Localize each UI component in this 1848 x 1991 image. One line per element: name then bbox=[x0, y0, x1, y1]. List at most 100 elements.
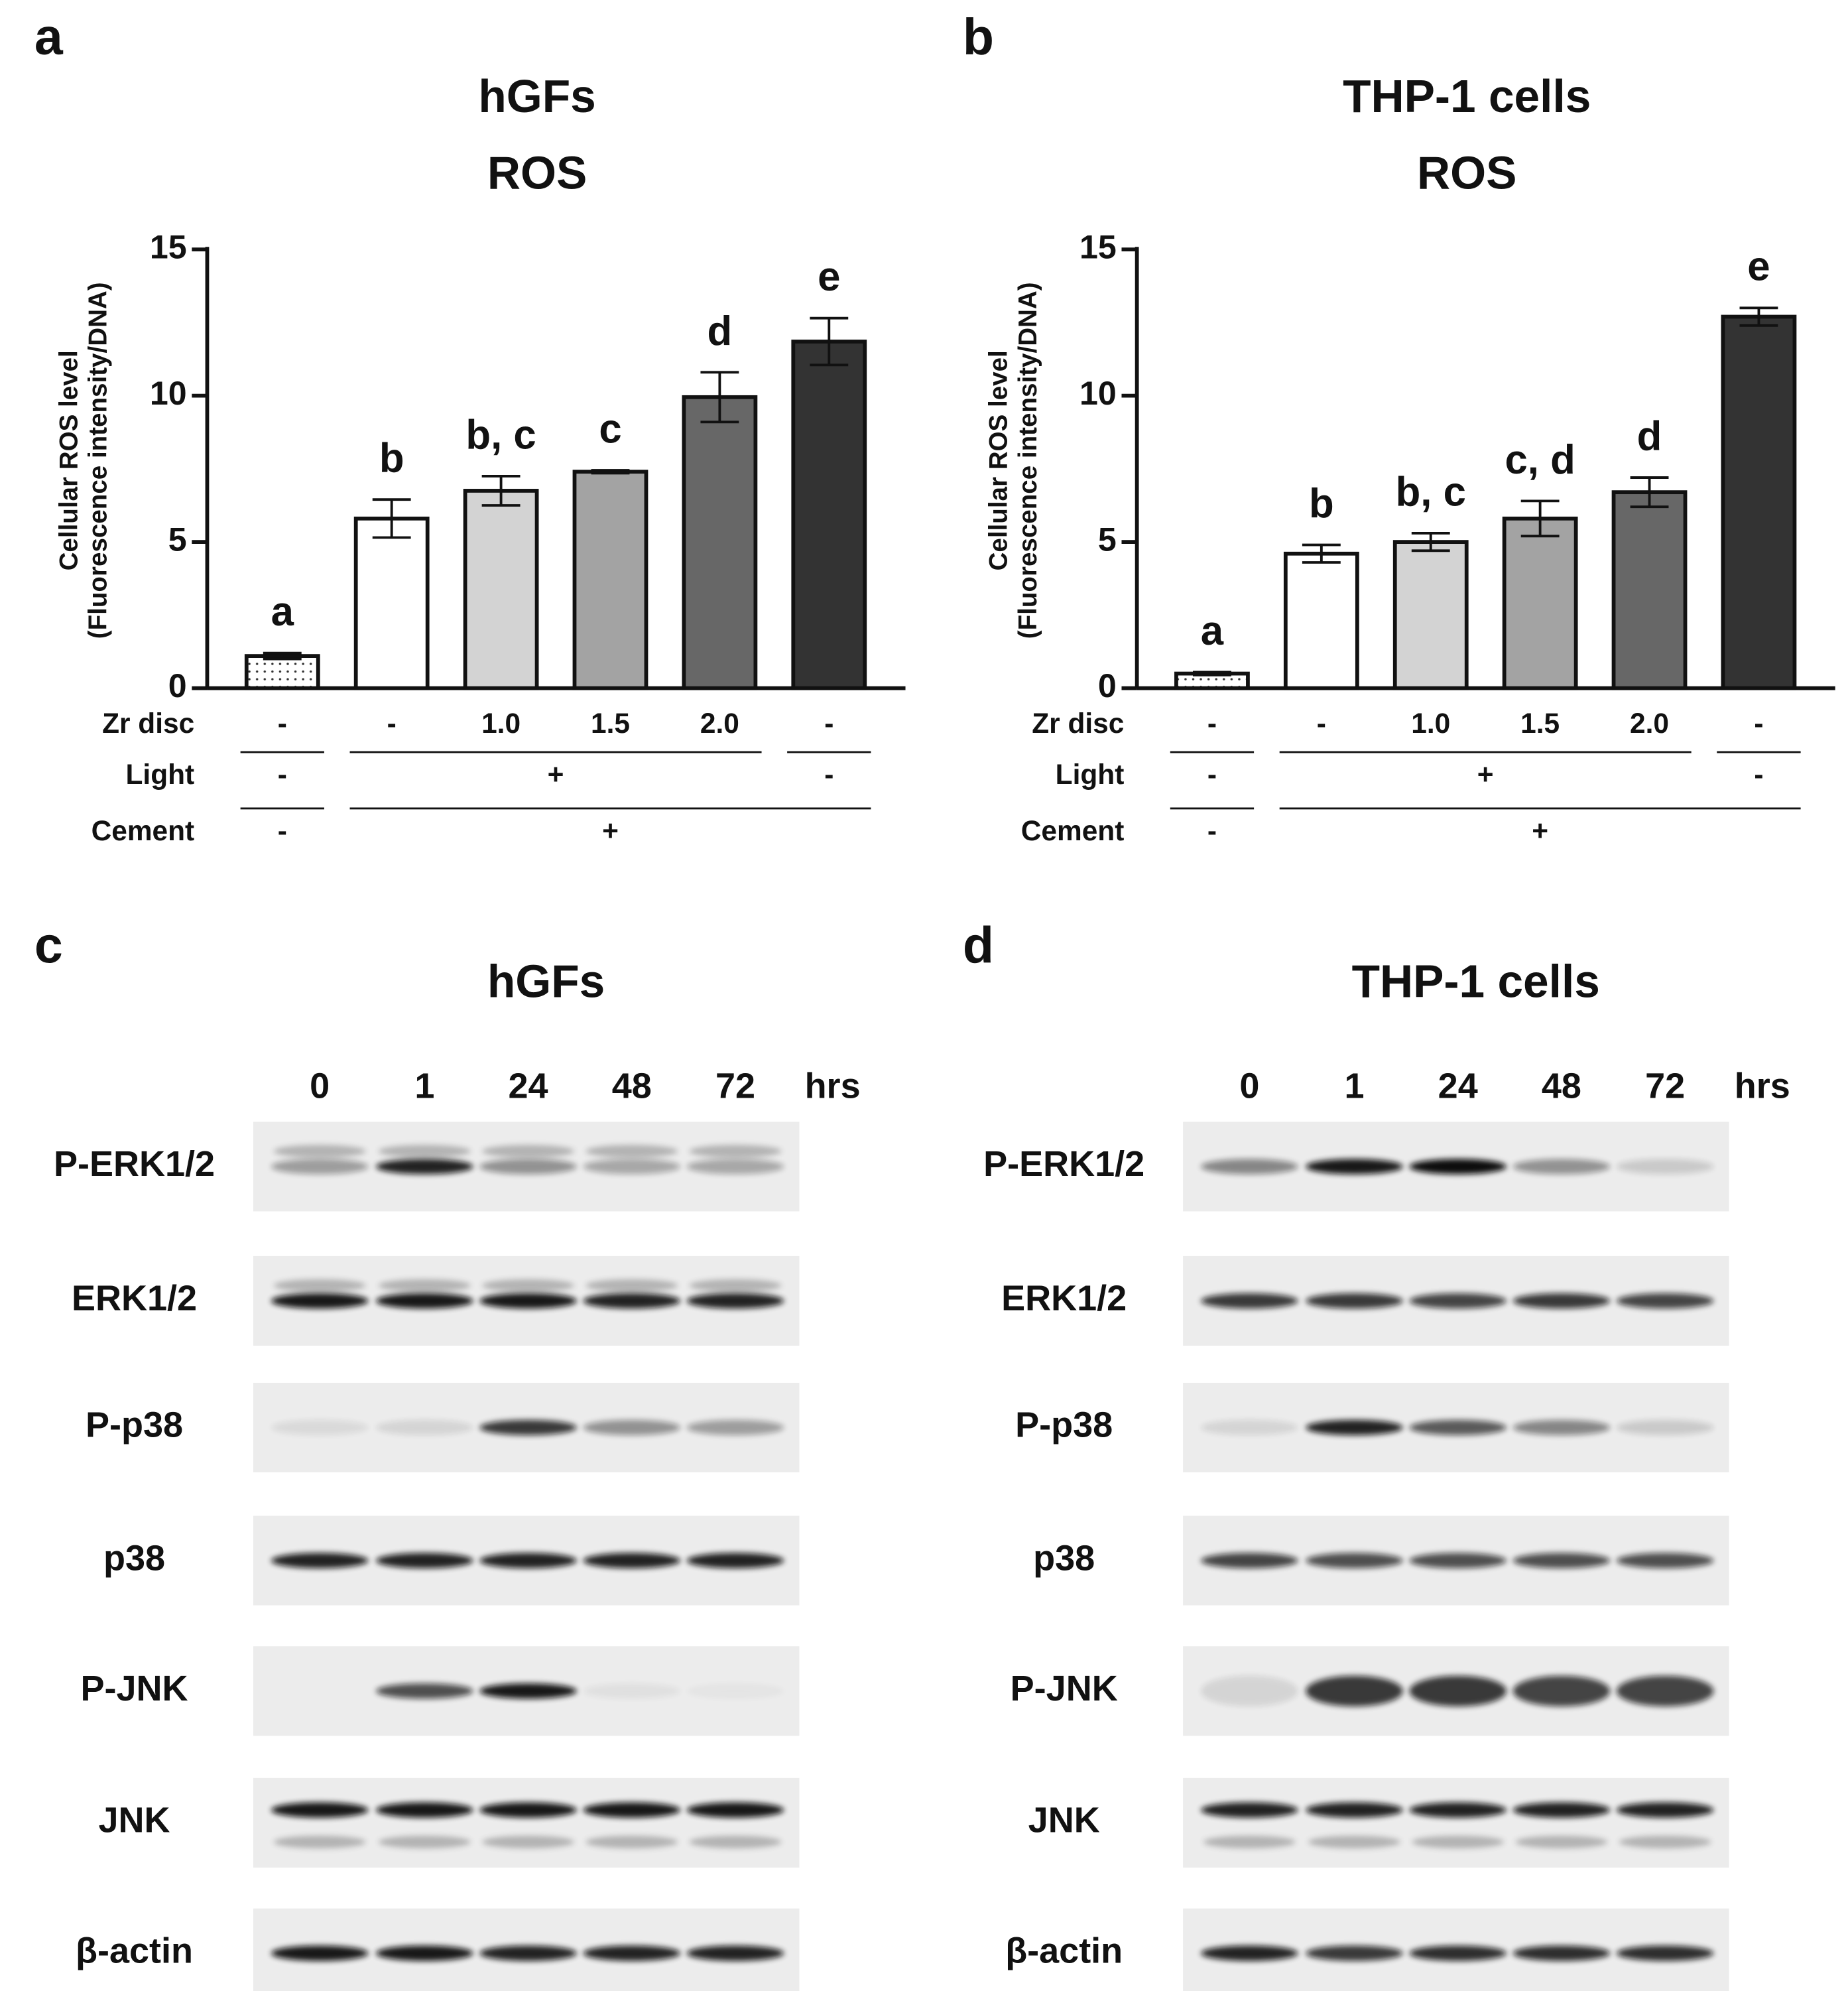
condition-value: - bbox=[1317, 708, 1326, 739]
blot-band bbox=[1515, 1835, 1608, 1848]
lane-label: 72 bbox=[1645, 1066, 1685, 1106]
panel-label: b bbox=[963, 9, 994, 66]
condition-value: + bbox=[548, 759, 564, 790]
y-axis-title: (Fluorescence intensity/DNA) bbox=[1014, 282, 1042, 639]
bar bbox=[353, 516, 430, 690]
chart-title: THP-1 cells bbox=[1343, 70, 1591, 122]
annotation: d bbox=[708, 308, 733, 354]
blot-band bbox=[1412, 1835, 1505, 1848]
condition-value: + bbox=[602, 815, 619, 846]
blot-band bbox=[376, 1802, 473, 1818]
y-tick-label: 5 bbox=[1098, 521, 1117, 558]
lane-label: 0 bbox=[1239, 1066, 1259, 1106]
blot-band bbox=[1306, 1675, 1403, 1706]
blot-band bbox=[1512, 1802, 1611, 1818]
blot-band bbox=[376, 1293, 473, 1309]
annotation: b bbox=[1309, 481, 1334, 527]
blot-band bbox=[686, 1945, 784, 1961]
condition-value: - bbox=[1207, 759, 1217, 790]
condition-value: - bbox=[1207, 708, 1217, 739]
condition-label: Light bbox=[1056, 759, 1125, 790]
blot-band bbox=[583, 1553, 681, 1569]
blot-band bbox=[1512, 1945, 1611, 1961]
blot-band bbox=[689, 1145, 782, 1158]
condition-value: + bbox=[1477, 759, 1494, 790]
protein-label: JNK bbox=[1028, 1801, 1100, 1840]
condition-label: Cement bbox=[1021, 815, 1125, 846]
chart-title: hGFs bbox=[478, 70, 595, 122]
condition-label: Cement bbox=[92, 815, 195, 846]
condition-value: - bbox=[824, 708, 833, 739]
lane-label: 48 bbox=[1542, 1066, 1581, 1106]
protein-label: P-JNK bbox=[1011, 1669, 1118, 1708]
blot-band bbox=[1619, 1835, 1711, 1848]
protein-label: P-ERK1/2 bbox=[54, 1144, 215, 1184]
chart-title: ROS bbox=[487, 147, 587, 199]
blot-band bbox=[583, 1683, 681, 1699]
bar bbox=[682, 395, 758, 690]
blot-band bbox=[479, 1683, 577, 1699]
blot-band bbox=[1409, 1945, 1507, 1961]
lane-unit: hrs bbox=[1735, 1066, 1790, 1106]
lane-label: 24 bbox=[1438, 1066, 1478, 1106]
bar bbox=[244, 654, 320, 690]
annotation: b, c bbox=[1396, 469, 1466, 515]
blot-band bbox=[1512, 1419, 1611, 1435]
bar bbox=[1502, 516, 1578, 690]
blot-band bbox=[1616, 1675, 1714, 1706]
blot-band bbox=[686, 1419, 784, 1435]
blot-band bbox=[1409, 1675, 1507, 1706]
lane-label: 24 bbox=[509, 1066, 548, 1106]
blot-band bbox=[482, 1145, 575, 1158]
blot-band bbox=[1306, 1159, 1403, 1175]
condition-value: 1.5 bbox=[1520, 708, 1560, 739]
y-axis-title: Cellular ROS level bbox=[54, 350, 83, 570]
condition-value: + bbox=[1532, 815, 1548, 846]
blot-band bbox=[376, 1945, 473, 1961]
protein-label: P-p38 bbox=[1015, 1405, 1113, 1445]
bar bbox=[1392, 540, 1469, 690]
y-tick-label: 15 bbox=[1079, 228, 1117, 265]
annotation: a bbox=[271, 589, 294, 635]
lane-label: 72 bbox=[715, 1066, 755, 1106]
blot-band bbox=[1306, 1945, 1403, 1961]
blot-band bbox=[1409, 1159, 1507, 1175]
condition-value: - bbox=[387, 708, 397, 739]
y-tick-label: 10 bbox=[150, 375, 187, 412]
condition-value: - bbox=[278, 815, 287, 846]
blot-band bbox=[689, 1835, 782, 1848]
protein-label: p38 bbox=[103, 1538, 165, 1578]
blot-strip bbox=[1183, 1777, 1729, 1868]
condition-value: 2.0 bbox=[1630, 708, 1669, 739]
protein-label: p38 bbox=[1033, 1538, 1095, 1578]
annotation: a bbox=[1201, 608, 1224, 654]
blot-band bbox=[1203, 1835, 1296, 1848]
protein-label: ERK1/2 bbox=[1001, 1279, 1127, 1318]
blot-band bbox=[1616, 1159, 1714, 1175]
blot-band bbox=[482, 1279, 575, 1292]
protein-label: P-ERK1/2 bbox=[983, 1144, 1144, 1184]
blot-band bbox=[479, 1159, 577, 1175]
blot-band bbox=[686, 1802, 784, 1818]
condition-value: - bbox=[1207, 815, 1217, 846]
blot-band bbox=[479, 1293, 577, 1309]
blot-band bbox=[1409, 1802, 1507, 1818]
lane-label: 1 bbox=[414, 1066, 434, 1106]
condition-label: Light bbox=[126, 759, 195, 790]
blot-band bbox=[1201, 1553, 1298, 1569]
y-tick-label: 0 bbox=[1098, 667, 1117, 704]
annotation: b bbox=[379, 436, 404, 482]
blot-band bbox=[273, 1145, 366, 1158]
panel-label: d bbox=[963, 917, 994, 974]
condition-value: 1.5 bbox=[591, 708, 630, 739]
protein-label: β-actin bbox=[1005, 1931, 1123, 1970]
condition-value: 1.0 bbox=[481, 708, 521, 739]
annotation: c, d bbox=[1505, 437, 1575, 483]
blot-band bbox=[1306, 1802, 1403, 1818]
protein-label: P-JNK bbox=[81, 1669, 188, 1708]
blot-band bbox=[689, 1279, 782, 1292]
blot-band bbox=[1306, 1419, 1403, 1435]
blot-band bbox=[1616, 1802, 1714, 1818]
blot-title: hGFs bbox=[487, 955, 605, 1007]
